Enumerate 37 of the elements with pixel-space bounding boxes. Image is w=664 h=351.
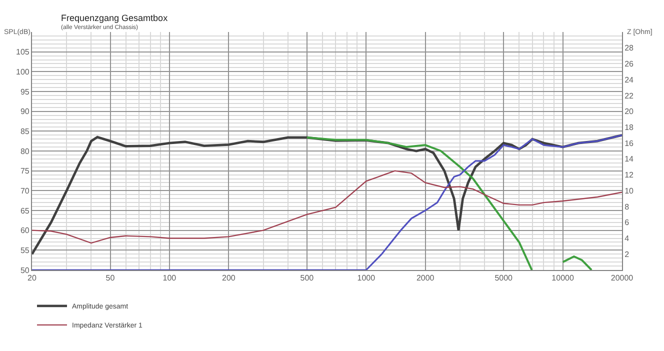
x-tick-label: 5000 bbox=[494, 274, 514, 283]
y2-tick-label: 8 bbox=[624, 202, 630, 212]
x-tick-label: 2000 bbox=[416, 274, 435, 283]
y2-tick-label: 16 bbox=[624, 138, 634, 148]
x-tick-label: 200 bbox=[222, 274, 236, 283]
y-tick-label: 70 bbox=[20, 186, 30, 196]
x-tick-label: 1000 bbox=[357, 274, 376, 283]
y-tick-label: 50 bbox=[20, 266, 30, 275]
x-tick-label: 100 bbox=[162, 274, 177, 283]
y-tick-label: 55 bbox=[20, 246, 30, 255]
y-tick-label: 95 bbox=[20, 87, 30, 96]
y-tick-label: 85 bbox=[20, 126, 30, 136]
y2-tick-label: 20 bbox=[624, 107, 634, 116]
y-tick-label: 65 bbox=[20, 206, 30, 216]
y2-tick-label: 28 bbox=[624, 44, 634, 53]
y-tick-label: 75 bbox=[20, 166, 30, 176]
y-tick-label: 80 bbox=[20, 146, 30, 156]
y2-tick-label: 6 bbox=[624, 218, 630, 228]
y2-tick-label: 26 bbox=[624, 60, 634, 69]
x-tick-label: 10000 bbox=[552, 274, 574, 283]
y2-tick-label: 4 bbox=[624, 234, 630, 244]
x-tick-label: 50 bbox=[106, 274, 116, 283]
x-tick-label: 20000 bbox=[610, 274, 634, 283]
y2-tick-label: 22 bbox=[624, 91, 634, 100]
y2-tick-label: 12 bbox=[624, 170, 634, 180]
y2-tick-label: 2 bbox=[624, 250, 630, 259]
y2-tick-label: 10 bbox=[624, 186, 634, 196]
y2-tick-label: 14 bbox=[624, 154, 634, 164]
y-tick-label: 105 bbox=[16, 48, 30, 57]
y2-tick-label: 24 bbox=[624, 75, 634, 84]
chart-title: Frequenzgang Gesamtbox bbox=[61, 13, 168, 23]
y2-tick-label: 18 bbox=[624, 123, 634, 132]
y-tick-label: 90 bbox=[20, 107, 30, 116]
x-tick-label: 20 bbox=[28, 274, 37, 283]
y-tick-label: 60 bbox=[20, 226, 30, 236]
x-tick-label: 500 bbox=[300, 274, 314, 283]
y-tick-label: 100 bbox=[16, 67, 30, 76]
